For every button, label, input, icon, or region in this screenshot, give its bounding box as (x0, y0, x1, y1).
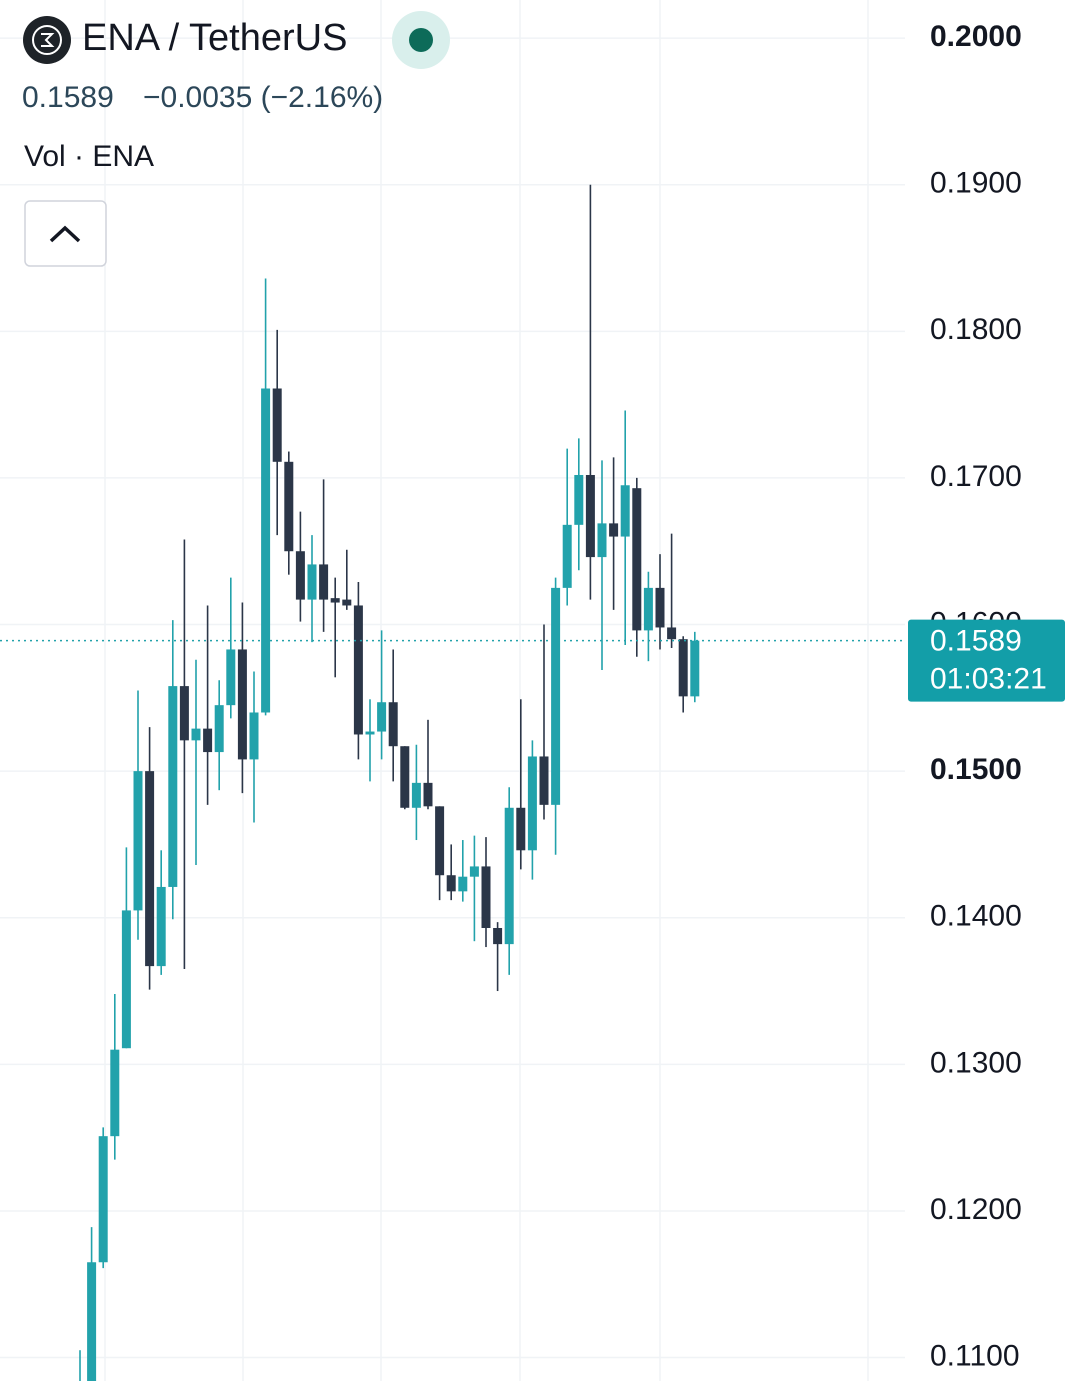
candle-body (400, 746, 410, 808)
collapse-icon[interactable] (49, 225, 81, 243)
candle-body (585, 474, 595, 558)
candle-body (388, 702, 398, 747)
candle-body (156, 886, 166, 967)
y-tick-label: 0.1500 (930, 753, 1022, 786)
candle-body (504, 807, 514, 945)
y-tick-label: 0.1100 (930, 1339, 1020, 1372)
candle-body (237, 649, 247, 760)
candle-body (655, 587, 665, 628)
candle-body (411, 782, 421, 808)
y-tick-label: 0.1400 (930, 900, 1022, 933)
y-tick-label: 0.1700 (930, 460, 1022, 493)
candle-body (597, 523, 607, 558)
candle-body (469, 866, 479, 877)
candle-body (678, 639, 688, 697)
candle-body (516, 807, 526, 851)
candle-body (539, 756, 549, 805)
symbol-title: ENA / TetherUS (82, 17, 347, 59)
candle-body (191, 728, 201, 741)
candle-body (98, 1136, 108, 1263)
candle-body (319, 564, 329, 600)
candle-body (690, 640, 700, 697)
candle-body (261, 388, 271, 713)
candle-body (527, 756, 537, 851)
candle-body (493, 927, 503, 945)
collapse-button[interactable] (24, 200, 107, 267)
price-tag (908, 619, 1065, 702)
candle-body (133, 771, 143, 911)
candle-body (377, 702, 387, 732)
price-tag-countdown: 01:03:21 (930, 663, 1047, 696)
candle-body (667, 627, 677, 640)
candle-body (609, 523, 619, 537)
candle-body (481, 866, 491, 928)
candle-body (365, 731, 375, 735)
volume-label: Vol · ENA (24, 140, 154, 173)
market-status-dot (409, 28, 433, 52)
candle-body (284, 461, 294, 552)
y-tick-label: 0.1800 (930, 313, 1022, 346)
candle-body (145, 771, 155, 967)
candle-body (643, 587, 653, 631)
y-tick-label: 0.1300 (930, 1046, 1022, 1079)
header: ENA / TetherUS 0.1589 −0.0035 (−2.16%) V… (22, 11, 450, 267)
coin-logo-mark (41, 33, 55, 47)
candle-body (632, 488, 642, 631)
candle-body (214, 705, 224, 753)
candle-body (168, 686, 178, 887)
candle-body (446, 875, 456, 892)
price-tag-value: 0.1589 (930, 625, 1022, 658)
candle-body (562, 524, 572, 588)
candle-body (249, 712, 259, 760)
y-tick-label: 0.1900 (930, 167, 1022, 200)
candle-body (307, 564, 317, 600)
coin-logo-ring (32, 25, 62, 55)
candle-body (620, 485, 630, 537)
candle-body (179, 686, 189, 741)
candle-body (272, 388, 282, 462)
y-tick-label: 0.1200 (930, 1193, 1022, 1226)
candle-body (353, 605, 363, 735)
candle-body (121, 910, 131, 1049)
candle-body (87, 1262, 97, 1381)
candle-body (458, 876, 468, 892)
candle-body (423, 782, 433, 807)
candle-body (574, 474, 584, 525)
price-change: −0.0035 (−2.16%) (143, 81, 383, 114)
candle-body (435, 806, 445, 876)
candle-body (342, 599, 352, 606)
candle-body (295, 551, 305, 600)
candle-body (330, 598, 340, 603)
candle-body (226, 649, 236, 706)
candle-body (551, 587, 561, 805)
candle-body (203, 728, 213, 753)
y-tick-label: 0.2000 (930, 20, 1022, 53)
candle-body (110, 1049, 120, 1137)
last-price: 0.1589 (22, 81, 114, 114)
